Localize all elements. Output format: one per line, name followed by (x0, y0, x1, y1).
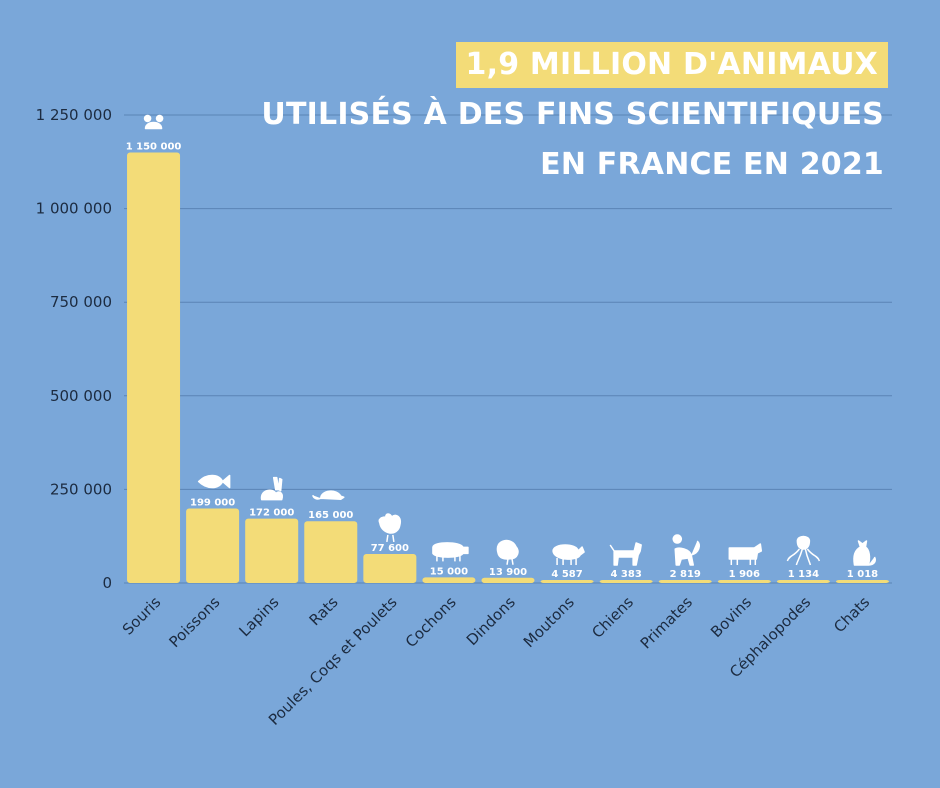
value-label: 15 000 (430, 566, 468, 577)
rabbit-icon (260, 476, 283, 501)
value-label: 77 600 (371, 543, 409, 554)
category-label: Chiens (588, 593, 637, 642)
value-label: 1 906 (729, 569, 760, 580)
value-label: 1 150 000 (126, 141, 182, 152)
bar (776, 580, 830, 583)
bar (422, 577, 476, 583)
value-label: 13 900 (489, 567, 527, 578)
y-tick-label: 0 (102, 574, 112, 592)
bar (658, 580, 712, 583)
category-label: Poissons (165, 593, 223, 651)
value-label: 4 587 (551, 569, 582, 580)
category-label: Rats (306, 593, 342, 629)
turkey-icon (496, 539, 519, 565)
cat-icon (853, 540, 876, 566)
value-labels: 1 150 000 199 000 172 000 165 000 77 600 15 0… (126, 141, 878, 580)
title-line-2: UTILISÉS À DES FINS SCIENTIFIQUES (261, 97, 884, 132)
bars (127, 152, 889, 583)
title-line-1: 1,9 MILLION D'ANIMAUX (455, 42, 888, 88)
value-label: 1 134 (788, 569, 819, 580)
category-label: Dindons (463, 593, 519, 649)
bar (481, 577, 535, 583)
gridlines (124, 114, 892, 584)
cow-icon (728, 543, 763, 565)
chicken-icon (378, 513, 401, 543)
value-label: 4 383 (610, 569, 641, 580)
y-tick-label: 500 000 (50, 387, 112, 405)
category-label: Souris (119, 593, 165, 639)
bar (540, 580, 594, 583)
value-label: 172 000 (249, 508, 294, 519)
sheep-icon (552, 544, 585, 565)
fish-icon (197, 474, 231, 489)
category-label: Lapins (235, 593, 282, 640)
dog-icon (609, 542, 642, 566)
title-line-3: EN FRANCE EN 2021 (540, 147, 884, 182)
mouse-icon (143, 114, 164, 130)
monkey-icon (672, 534, 700, 566)
rat-icon (312, 490, 345, 500)
animal-icons (143, 114, 876, 566)
value-label: 2 819 (670, 569, 701, 580)
bar (599, 580, 653, 583)
y-tick-label: 250 000 (50, 480, 112, 498)
category-label: Primates (637, 593, 696, 652)
y-tick-label: 750 000 (50, 293, 112, 311)
bar (717, 580, 771, 583)
category-label: Bovins (707, 593, 755, 641)
octopus-icon (786, 535, 821, 566)
value-label: 165 000 (308, 510, 353, 521)
bar (304, 521, 358, 583)
y-tick-label: 1 250 000 (36, 106, 112, 124)
value-label: 1 018 (847, 569, 878, 580)
y-tick-label: 1 000 000 (36, 200, 112, 218)
bar (245, 518, 299, 583)
bar (127, 152, 181, 583)
category-label: Moutons (520, 593, 578, 651)
pig-icon (432, 542, 469, 562)
bar (835, 580, 889, 583)
value-label: 199 000 (190, 497, 235, 508)
category-label: Cochons (402, 593, 460, 651)
bar (363, 553, 417, 583)
y-axis-ticks: 0 250 000 500 000 750 000 1 000 000 1 250 000 (36, 106, 112, 592)
category-label: Chats (830, 593, 873, 636)
bar (186, 508, 240, 583)
